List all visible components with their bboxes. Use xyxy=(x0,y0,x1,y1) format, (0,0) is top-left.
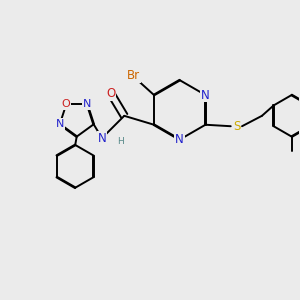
Text: N: N xyxy=(98,132,106,145)
Text: N: N xyxy=(201,88,210,101)
Text: O: O xyxy=(62,99,70,110)
Text: H: H xyxy=(117,136,124,146)
Text: O: O xyxy=(106,87,116,100)
Text: S: S xyxy=(233,120,240,133)
Text: Br: Br xyxy=(127,69,140,82)
Text: N: N xyxy=(56,119,64,129)
Text: N: N xyxy=(83,99,92,110)
Text: N: N xyxy=(175,133,184,146)
